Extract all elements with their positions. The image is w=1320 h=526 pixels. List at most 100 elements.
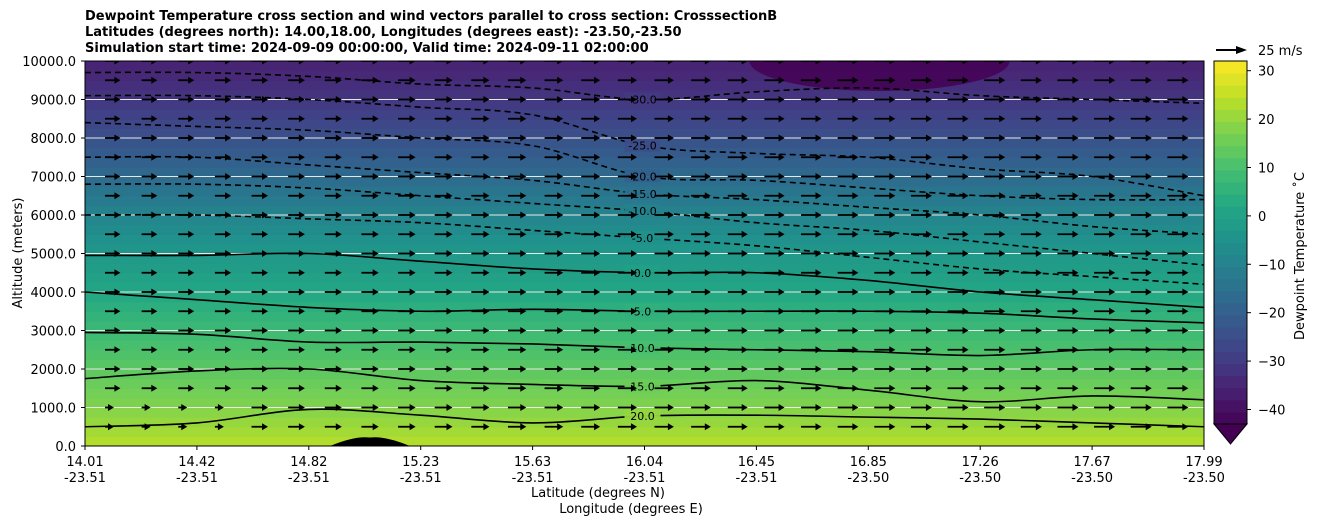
wind-vector <box>471 173 490 180</box>
wind-vector <box>984 115 1006 123</box>
wind-vector <box>1130 307 1152 315</box>
wind-vector <box>544 250 564 257</box>
wind-vector <box>361 192 379 200</box>
wind-vector <box>617 404 637 411</box>
wind-vector <box>801 173 822 180</box>
quiver-key-arrow-head <box>1236 46 1247 54</box>
wind-vector <box>141 76 158 84</box>
wind-vector <box>654 173 674 180</box>
contour-label: -25.0 <box>628 140 656 153</box>
y-tick-label: 4000.0 <box>31 286 77 301</box>
wind-vector <box>544 384 564 392</box>
wind-vector <box>910 61 932 65</box>
wind-vector <box>984 192 1006 200</box>
wind-vector <box>507 61 527 65</box>
wind-vector <box>947 423 969 431</box>
wind-vector <box>288 288 305 296</box>
wind-vector <box>361 250 379 257</box>
wind-vector <box>434 211 453 219</box>
wind-vector <box>141 365 158 373</box>
wind-vector <box>1167 269 1189 277</box>
wind-vector <box>288 96 305 103</box>
wind-vector <box>947 346 969 354</box>
wind-vector <box>1094 365 1116 373</box>
colorbar-segment <box>1214 194 1247 207</box>
wind-vector <box>581 61 601 65</box>
wind-vector <box>251 211 268 219</box>
wind-vector <box>764 365 785 373</box>
wind-vector <box>178 404 188 411</box>
wind-vector <box>727 346 748 354</box>
wind-vector <box>984 288 1006 296</box>
wind-vector <box>984 250 1006 257</box>
wind-vector <box>324 211 342 219</box>
wind-vector <box>361 96 379 103</box>
wind-vector <box>178 76 195 84</box>
wind-vector <box>105 134 121 142</box>
wind-vector <box>910 76 932 84</box>
wind-vector <box>1130 269 1152 277</box>
wind-vector <box>398 384 416 392</box>
wind-vector <box>874 61 896 65</box>
wind-vector <box>837 153 859 161</box>
wind-vector <box>361 61 379 65</box>
wind-vector <box>105 153 121 161</box>
wind-vector <box>764 250 785 257</box>
x-tick-label-lat: 15.23 <box>402 455 439 470</box>
wind-vector <box>1094 327 1116 334</box>
wind-vector <box>727 423 748 431</box>
wind-vector <box>984 269 1006 277</box>
contour-label: -20.0 <box>628 171 656 184</box>
contour-label-bg <box>624 138 661 152</box>
wind-vector <box>105 288 121 296</box>
field-band <box>85 243 1204 255</box>
colorbar-segment <box>1214 133 1247 147</box>
wind-vector <box>984 173 1006 180</box>
wind-vector <box>654 76 674 84</box>
field-band <box>85 147 1204 158</box>
wind-vector <box>801 134 822 142</box>
wind-vector <box>837 192 859 200</box>
wind-vector <box>214 423 224 431</box>
wind-vector <box>1057 288 1079 296</box>
wind-vector <box>288 307 305 315</box>
wind-vector <box>910 192 932 200</box>
wind-vector <box>1130 115 1152 123</box>
wind-vector <box>1057 153 1079 161</box>
wind-vector <box>837 346 859 354</box>
wind-vector <box>801 288 822 296</box>
wind-vector <box>1094 211 1116 219</box>
wind-vector <box>654 211 674 219</box>
wind-vector <box>141 423 151 431</box>
field-band <box>85 369 1204 380</box>
wind-vector <box>507 250 527 257</box>
wind-vector <box>1094 115 1116 123</box>
colorbar-frame <box>1213 60 1248 425</box>
wind-vector <box>581 76 601 84</box>
wind-vector <box>434 423 453 431</box>
wind-vector <box>471 153 490 161</box>
wind-vector <box>1057 115 1079 123</box>
wind-vector <box>1130 288 1152 296</box>
wind-vector <box>1130 230 1152 238</box>
wind-vector <box>178 96 195 103</box>
wind-vector <box>764 327 785 334</box>
colorbar-segment <box>1214 61 1247 74</box>
wind-vector <box>727 134 748 142</box>
wind-vector <box>214 211 232 219</box>
wind-vector <box>727 307 748 315</box>
contour-label-bg <box>624 92 661 106</box>
wind-vector <box>837 269 859 277</box>
wind-vector <box>434 76 453 84</box>
wind-vector <box>398 327 416 334</box>
wind-vector <box>361 230 379 238</box>
wind-vector <box>507 230 527 238</box>
wind-vector <box>581 153 601 161</box>
wind-vector <box>434 173 453 180</box>
wind-vector <box>874 173 896 180</box>
contour-label: 5.0 <box>634 305 652 318</box>
wind-vector <box>141 173 158 180</box>
wind-vector <box>544 153 564 161</box>
wind-vector <box>727 230 748 238</box>
wind-vector <box>214 173 232 180</box>
